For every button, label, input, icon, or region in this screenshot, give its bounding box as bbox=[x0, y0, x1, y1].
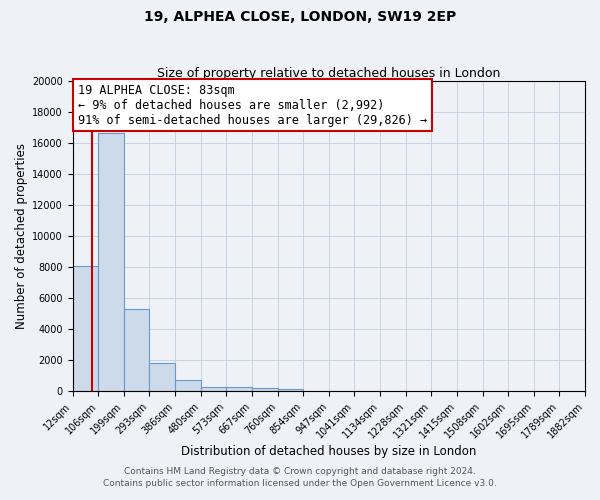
Title: Size of property relative to detached houses in London: Size of property relative to detached ho… bbox=[157, 66, 500, 80]
Bar bbox=[278, 389, 303, 392]
Bar bbox=[124, 309, 149, 392]
Y-axis label: Number of detached properties: Number of detached properties bbox=[15, 143, 28, 329]
Text: 19, ALPHEA CLOSE, LONDON, SW19 2EP: 19, ALPHEA CLOSE, LONDON, SW19 2EP bbox=[144, 10, 456, 24]
Bar bbox=[98, 134, 124, 392]
Text: Contains HM Land Registry data © Crown copyright and database right 2024.
Contai: Contains HM Land Registry data © Crown c… bbox=[103, 466, 497, 487]
Bar bbox=[201, 386, 226, 392]
X-axis label: Distribution of detached houses by size in London: Distribution of detached houses by size … bbox=[181, 444, 476, 458]
Bar bbox=[149, 362, 175, 392]
Text: 19 ALPHEA CLOSE: 83sqm
← 9% of detached houses are smaller (2,992)
91% of semi-d: 19 ALPHEA CLOSE: 83sqm ← 9% of detached … bbox=[78, 84, 427, 127]
Bar bbox=[252, 388, 278, 392]
Bar bbox=[175, 380, 201, 392]
Bar bbox=[226, 388, 252, 392]
Bar bbox=[73, 266, 98, 392]
